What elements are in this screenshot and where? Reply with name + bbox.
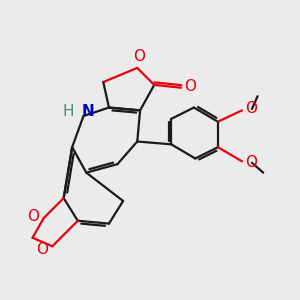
Text: N: N	[82, 104, 95, 119]
Text: O: O	[245, 101, 257, 116]
Text: O: O	[36, 242, 48, 256]
Text: O: O	[184, 79, 196, 94]
Text: O: O	[133, 49, 145, 64]
Text: H: H	[62, 104, 74, 119]
Text: O: O	[28, 209, 40, 224]
Text: O: O	[245, 155, 257, 170]
